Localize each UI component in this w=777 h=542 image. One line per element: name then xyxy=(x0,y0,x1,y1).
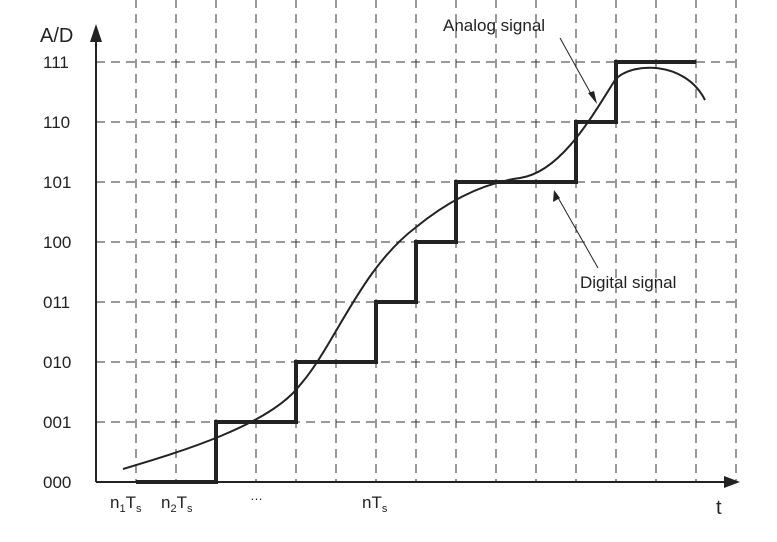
x-axis-label: t xyxy=(716,497,722,519)
y-axis-label: A/D xyxy=(40,25,73,47)
digital-signal-label: Digital signal xyxy=(580,273,676,292)
x-label-ellipsis: … xyxy=(250,488,263,503)
x-label-n2: n2Ts xyxy=(161,493,193,515)
y-tick-label: 101 xyxy=(43,173,71,192)
y-tick-label: 000 xyxy=(43,473,71,492)
y-axis-arrow xyxy=(90,24,102,42)
y-tick-labels: 000 001 010 011 100 101 110 111 xyxy=(43,53,71,492)
digital-signal-pointer xyxy=(555,193,599,269)
analog-pointer-arrowhead xyxy=(588,91,597,104)
y-tick-label: 111 xyxy=(43,53,69,72)
y-tick-label: 010 xyxy=(43,353,71,372)
y-tick-label: 001 xyxy=(43,413,71,432)
x-axis-arrow xyxy=(724,476,740,488)
analog-signal-label: Analog signal xyxy=(443,16,545,35)
x-label-n: nTs xyxy=(362,493,388,515)
digital-signal-staircase xyxy=(136,60,696,484)
digital-pointer-arrowhead xyxy=(553,190,560,202)
x-label-n1: n1Ts xyxy=(110,493,142,515)
y-tick-label: 011 xyxy=(43,293,70,312)
analog-signal-pointer xyxy=(559,37,596,102)
y-tick-label: 100 xyxy=(43,233,71,252)
y-tick-label: 110 xyxy=(43,113,70,132)
